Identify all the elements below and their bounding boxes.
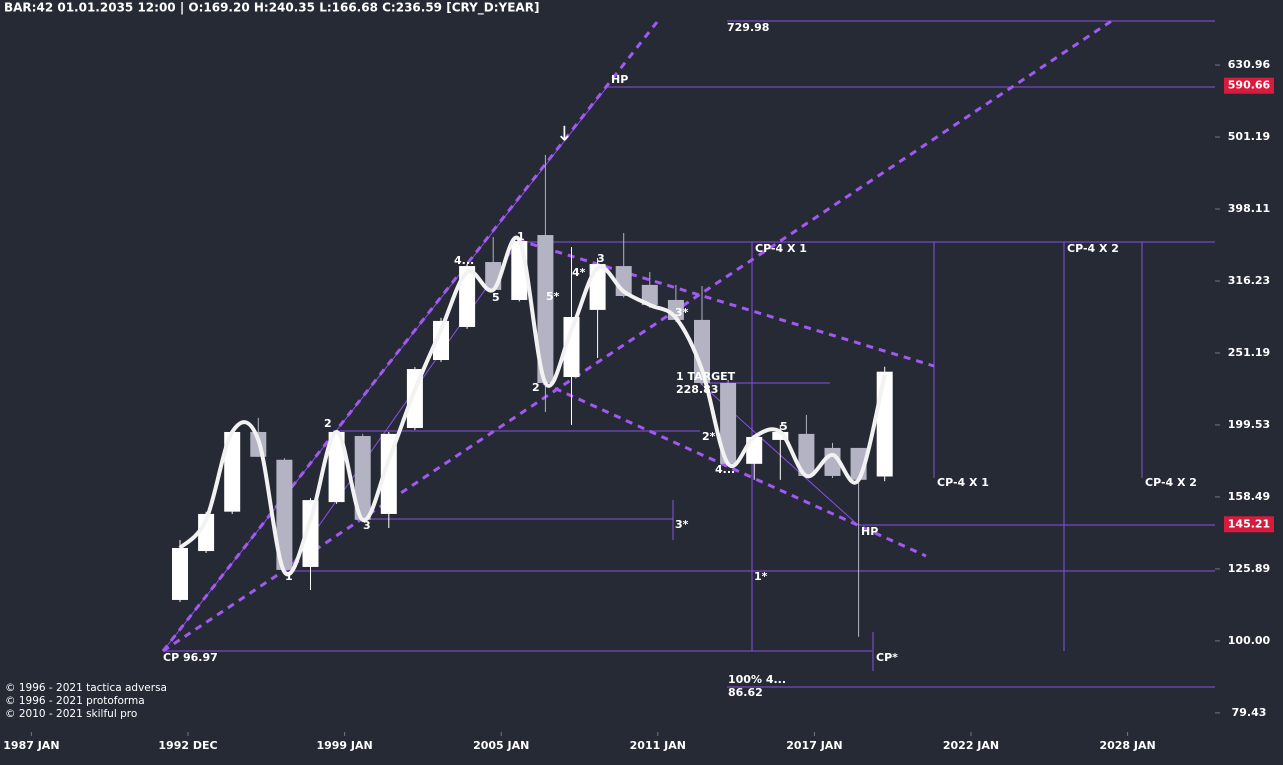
annotation: 5 bbox=[492, 291, 500, 304]
x-tick-label: 1992 DEC bbox=[158, 739, 217, 752]
candle-body bbox=[563, 317, 580, 378]
annotation: 3 bbox=[597, 252, 605, 265]
x-tick-label: 1999 JAN bbox=[316, 739, 372, 752]
y-tick-label: 158.49 bbox=[1228, 490, 1270, 503]
y-tick-label: 630.96 bbox=[1228, 58, 1271, 71]
y-tick-label: 125.89 bbox=[1228, 562, 1270, 575]
candles bbox=[172, 154, 893, 637]
candle-body bbox=[224, 431, 241, 512]
annotation: CP-4 X 1 bbox=[755, 242, 807, 255]
copyright: © 2010 - 2021 skilful pro bbox=[5, 708, 137, 720]
annotation: 4* bbox=[572, 266, 586, 279]
x-tick-label: 2005 JAN bbox=[473, 739, 529, 752]
annotation: 729.98 bbox=[727, 21, 769, 34]
candle-body bbox=[589, 264, 606, 310]
candle-body bbox=[276, 459, 293, 570]
candle-body bbox=[302, 500, 319, 567]
x-tick-label: 2011 JAN bbox=[630, 739, 686, 752]
candle-body bbox=[459, 266, 476, 327]
annotation: 5* bbox=[546, 290, 560, 303]
annotation: 228.83 bbox=[676, 383, 718, 396]
channel-line bbox=[161, 21, 659, 652]
annotation: 2 bbox=[532, 381, 540, 394]
annotation: 1* bbox=[754, 570, 768, 583]
x-tick-label: 2017 JAN bbox=[786, 739, 842, 752]
x-tick-label: 2022 JAN bbox=[943, 739, 999, 752]
annotation: CP-4 X 2 bbox=[1067, 242, 1119, 255]
price-tag-label: 590.66 bbox=[1228, 79, 1271, 92]
annotation: HP bbox=[611, 73, 628, 86]
annotation: 4... bbox=[715, 463, 735, 476]
candle-body bbox=[537, 235, 554, 383]
annotation: 2 bbox=[324, 417, 332, 430]
annotation: 3* bbox=[675, 306, 689, 319]
header: BAR:42 01.01.2035 12:00 | O:169.20 H:240… bbox=[4, 1, 539, 16]
y-tick-label: 79.43 bbox=[1232, 706, 1267, 719]
candle-body bbox=[641, 284, 658, 305]
copyright: © 1996 - 2021 tactica adversa bbox=[5, 682, 167, 694]
candle-body bbox=[694, 319, 710, 383]
candle-body bbox=[876, 371, 893, 477]
copyright: © 1996 - 2021 protoforma bbox=[5, 695, 145, 707]
annotation: 100% 4... bbox=[728, 673, 786, 686]
trend-line bbox=[286, 239, 521, 572]
candle-body bbox=[354, 435, 371, 520]
candle-body bbox=[328, 431, 345, 503]
smoothed-line bbox=[178, 235, 887, 577]
price-tag bbox=[1224, 77, 1274, 94]
annotation: 3 bbox=[363, 519, 371, 532]
dashed-channels bbox=[161, 18, 1114, 653]
y-tick-label: 316.23 bbox=[1228, 274, 1270, 287]
y-tick-label: 251.19 bbox=[1228, 346, 1270, 359]
candle-body bbox=[198, 513, 215, 552]
candle-body bbox=[172, 548, 188, 600]
y-tick-label: 100.00 bbox=[1228, 634, 1271, 647]
annotation: CP 96.97 bbox=[163, 651, 218, 664]
annotation: 5 bbox=[780, 420, 788, 433]
annotation: 3* bbox=[675, 518, 689, 531]
channel-line bbox=[542, 381, 927, 558]
annotation: 1 bbox=[517, 230, 525, 243]
y-tick-label: 398.11 bbox=[1228, 202, 1270, 215]
x-tick-label: 2028 JAN bbox=[1099, 739, 1155, 752]
annotation: 86.62 bbox=[728, 686, 763, 699]
annotation: CP* bbox=[876, 651, 898, 664]
annotation: 2* bbox=[702, 430, 716, 443]
price-tag-label: 145.21 bbox=[1228, 517, 1270, 530]
annotation: HP bbox=[861, 525, 878, 538]
annotation: 1 bbox=[285, 570, 293, 583]
annotation: CP-4 X 2 bbox=[1145, 476, 1197, 489]
x-tick-label: 1987 JAN bbox=[3, 739, 59, 752]
y-tick-label: 501.19 bbox=[1228, 130, 1270, 143]
candle-body bbox=[720, 382, 737, 464]
price-tag bbox=[1224, 516, 1274, 533]
annotation: CP-4 X 1 bbox=[937, 476, 989, 489]
annotation: 4... bbox=[454, 254, 474, 267]
y-tick-label: 199.53 bbox=[1228, 418, 1270, 431]
candle-body bbox=[433, 320, 449, 361]
annotation: ↓ bbox=[556, 122, 573, 146]
annotation: 1 TARGET bbox=[676, 370, 736, 383]
annotations: 729.98 HP ↓ CP-4 X 1 CP-4 X 2 1 4... 3 4… bbox=[163, 21, 1197, 699]
candle-body bbox=[772, 431, 789, 440]
channel-line bbox=[162, 18, 1114, 653]
candle-body bbox=[798, 433, 815, 476]
